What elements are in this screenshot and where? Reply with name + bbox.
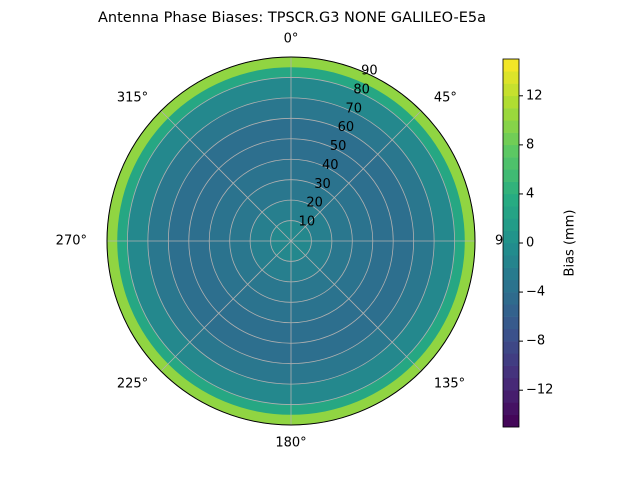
colorbar-band bbox=[503, 59, 519, 72]
colorbar-band bbox=[503, 157, 519, 170]
colorbar-band bbox=[503, 255, 519, 268]
angular-grid bbox=[290, 240, 422, 372]
r-tick-label: 10 bbox=[299, 215, 316, 230]
angular-grid bbox=[290, 110, 422, 242]
colorbar-band bbox=[503, 402, 519, 416]
chart-title: Antenna Phase Biases: TPSCR.G3 NONE GALI… bbox=[98, 10, 486, 26]
colorbar-tick-label: 4 bbox=[526, 186, 534, 201]
angular-grid bbox=[160, 240, 292, 372]
colorbar-band bbox=[503, 71, 519, 84]
theta-tick-label: 45° bbox=[434, 91, 457, 106]
colorbar-band bbox=[503, 316, 519, 330]
colorbar-band bbox=[503, 144, 519, 158]
colorbar-band bbox=[503, 328, 519, 342]
angular-grid bbox=[160, 110, 292, 242]
polar-frame bbox=[106, 56, 476, 426]
colorbar-band bbox=[503, 120, 519, 133]
colorbar-band bbox=[503, 181, 519, 195]
r-tick-label: 70 bbox=[345, 101, 362, 116]
colorbar-band bbox=[503, 267, 519, 281]
colorbar-band bbox=[503, 230, 519, 244]
colorbar-band bbox=[503, 108, 519, 121]
r-tick-label: 50 bbox=[330, 139, 347, 154]
colorbar-band bbox=[503, 206, 519, 219]
colorbar-band bbox=[503, 218, 519, 232]
r-tick-label: 30 bbox=[314, 177, 331, 192]
theta-tick-label: 270° bbox=[56, 234, 87, 249]
theta-tick-label: 180° bbox=[275, 436, 306, 451]
theta-tick-label: 225° bbox=[117, 376, 148, 391]
colorbar-band bbox=[503, 414, 519, 428]
colorbar-band bbox=[503, 390, 519, 403]
colorbar-band bbox=[503, 95, 519, 109]
colorbar-tick-label: −12 bbox=[526, 383, 553, 398]
r-tick-label: 20 bbox=[306, 196, 323, 211]
r-tick-label: 40 bbox=[322, 158, 339, 173]
colorbar-band bbox=[503, 341, 519, 354]
colorbar-band bbox=[503, 83, 519, 97]
colorbar-band bbox=[503, 304, 519, 317]
colorbar-band bbox=[503, 193, 519, 207]
colorbar-band bbox=[503, 279, 519, 293]
colorbar-band bbox=[503, 169, 519, 182]
r-tick-label: 60 bbox=[338, 120, 355, 135]
theta-tick-label: 0° bbox=[284, 32, 299, 47]
colorbar-tick-label: 0 bbox=[526, 236, 534, 251]
colorbar-band bbox=[503, 353, 519, 366]
colorbar-tick-label: 8 bbox=[526, 137, 534, 152]
r-tick-label: 80 bbox=[353, 82, 370, 97]
colorbar-band bbox=[503, 243, 519, 256]
theta-tick-label: 315° bbox=[117, 91, 148, 106]
colorbar-band bbox=[503, 292, 519, 305]
colorbar-band bbox=[503, 365, 519, 379]
colorbar-tick-label: −4 bbox=[526, 285, 545, 300]
r-tick-label: 90 bbox=[361, 64, 378, 79]
colorbar-label: Bias (mm) bbox=[563, 210, 578, 277]
colorbar-tick-label: −8 bbox=[526, 334, 545, 349]
theta-tick-label: 135° bbox=[434, 376, 465, 391]
colorbar-band bbox=[503, 377, 519, 391]
colorbar-tick-label: 12 bbox=[526, 88, 543, 103]
colorbar-band bbox=[503, 132, 519, 146]
